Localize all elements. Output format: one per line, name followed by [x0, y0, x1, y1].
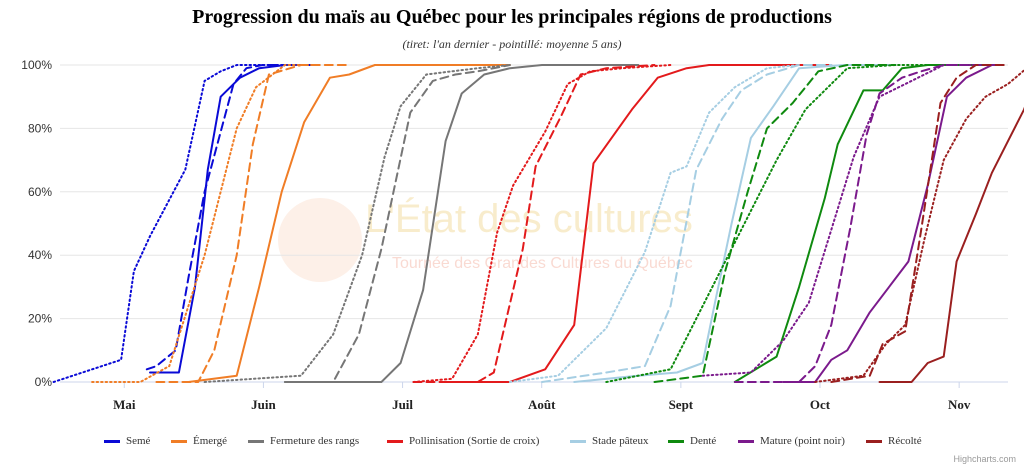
legend-item[interactable]: Récolté [866, 432, 922, 450]
series-line-current [733, 64, 993, 383]
series-line-last_year [733, 64, 1003, 383]
series-line-last_year [283, 64, 511, 383]
series-line-last_year [145, 64, 286, 371]
chart-subtitle: (tiret: l'an dernier - pointillé: moyenn… [402, 37, 622, 51]
legend-item[interactable]: Denté [668, 432, 716, 450]
series-line-last_year [155, 64, 351, 383]
series-line-avg5 [203, 64, 511, 383]
series-line-avg5 [508, 64, 801, 383]
series-line-current [283, 64, 640, 383]
watermark-logo: L'État des cultures Tournée des Grandes C… [278, 196, 693, 282]
series-lines [52, 64, 1024, 383]
legend-item[interactable]: Fermeture des rangs [248, 432, 359, 450]
y-tick-label: 100% [21, 58, 52, 72]
x-tick-label: Nov [948, 397, 971, 412]
y-tick-label: 0% [35, 375, 53, 389]
legend-label: Stade pâteux [592, 435, 649, 447]
credits-link[interactable]: Highcharts.com [953, 454, 1016, 464]
series-line-current [878, 106, 1024, 383]
series-line-avg5 [52, 64, 302, 383]
series-line-last_year [830, 64, 1009, 383]
watermark-subtitle: Tournée des Grandes Cultures du Québec [392, 255, 693, 272]
series-line-current [149, 64, 319, 374]
series-line-avg5 [814, 69, 1024, 383]
legend-swatch [866, 439, 882, 443]
legend-item[interactable]: Semé [104, 432, 150, 450]
y-tick-label: 80% [28, 121, 52, 135]
y-tick-label: 40% [28, 248, 52, 262]
legend-label: Semé [126, 435, 151, 447]
legend-swatch [570, 439, 586, 443]
legend: Semé Émergé Fermeture des rangs Pollinisati… [0, 432, 1024, 452]
x-tick-label: Août [528, 397, 556, 412]
x-tick-label: Mai [113, 397, 136, 412]
legend-item[interactable]: Mature (point noir) [738, 432, 845, 450]
legend-swatch [387, 439, 403, 443]
series-line-avg5 [412, 64, 672, 383]
x-tick-label: Juin [251, 397, 276, 412]
series-line-last_year [541, 64, 833, 383]
y-tick-label: 20% [28, 312, 52, 326]
legend-swatch [668, 439, 684, 443]
x-axis-ticks: Mai Juin Juil Août Sept Oct Nov [113, 382, 971, 412]
series-line-last_year [653, 64, 897, 383]
legend-label: Denté [690, 435, 717, 447]
series-line-current [782, 64, 1003, 383]
legend-label: Pollinisation (Sortie de croix) [409, 435, 540, 447]
legend-label: Récolté [888, 435, 922, 447]
legend-swatch [738, 439, 754, 443]
watermark-circle-icon [278, 198, 362, 282]
series-line-last_year [412, 64, 656, 383]
legend-label: Mature (point noir) [760, 435, 845, 447]
legend-item[interactable]: Pollinisation (Sortie de croix) [387, 432, 539, 450]
series-line-avg5 [605, 64, 929, 383]
legend-swatch [248, 439, 264, 443]
series-line-current [573, 64, 897, 383]
series-line-current [444, 64, 833, 383]
x-tick-label: Sept [669, 397, 694, 412]
x-tick-label: Oct [810, 397, 831, 412]
legend-item[interactable]: Stade pâteux [570, 432, 649, 450]
y-axis-ticks: 0% 20% 40% 60% 80% 100% [21, 58, 52, 389]
series-line-current [187, 64, 511, 383]
x-tick-label: Juil [392, 397, 413, 412]
legend-label: Fermeture des rangs [270, 435, 360, 447]
legend-label: Émergé [193, 435, 228, 447]
series-line-avg5 [91, 64, 319, 383]
y-tick-label: 60% [28, 185, 52, 199]
legend-swatch [104, 439, 120, 443]
chart-title: Progression du maïs au Québec pour les p… [192, 6, 832, 28]
legend-swatch [171, 439, 187, 443]
watermark-title: L'État des cultures [365, 196, 693, 241]
legend-item[interactable]: Émergé [171, 432, 227, 450]
series-line-avg5 [701, 64, 993, 377]
